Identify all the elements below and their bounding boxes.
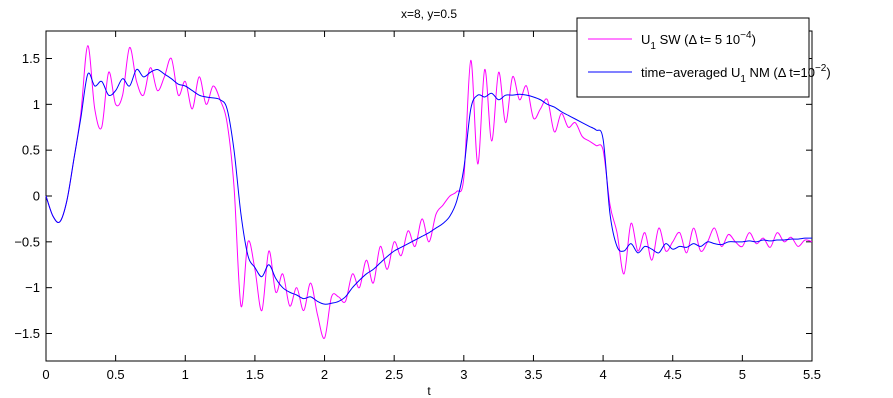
x-tick-label: 2.5 [385, 367, 403, 382]
x-tick-label: 0 [42, 367, 49, 382]
x-tick-label: 3.5 [524, 367, 542, 382]
y-tick-label: −0.5 [14, 234, 40, 249]
legend-label-nm: time−averaged U1 NM (Δ t=10−2) [641, 63, 831, 85]
x-tick-label: 4 [599, 367, 606, 382]
series-line-nm [45, 68, 813, 305]
y-tick-label: 1 [33, 97, 40, 112]
y-tick-label: 0.5 [22, 143, 40, 158]
x-tick-label: 2 [321, 367, 328, 382]
x-tick-label: 1 [182, 367, 189, 382]
y-tick-label: 1.5 [22, 51, 40, 66]
x-axis-label: t [427, 384, 431, 398]
x-tick-label: 5 [739, 367, 746, 382]
x-axis: 0 0.5 1 1.5 2 2.5 3 3.5 4 4.5 5 5.5 [42, 31, 821, 382]
x-tick-label: 5.5 [803, 367, 821, 382]
x-tick-label: 1.5 [246, 367, 264, 382]
y-tick-label: 0 [33, 189, 40, 204]
chart-title: x=8, y=0.5 [401, 7, 457, 21]
x-tick-label: 4.5 [664, 367, 682, 382]
y-tick-label: −1 [25, 280, 40, 295]
legend-label-sw: U1 SW (Δ t= 5 10−4) [641, 30, 756, 52]
series-line-sw [45, 45, 813, 339]
x-tick-label: 0.5 [107, 367, 125, 382]
legend-box [576, 17, 810, 98]
legend: U1 SW (Δ t= 5 10−4) time−averaged U1 NM … [576, 17, 831, 98]
y-axis: −1.5 −1 −0.5 0 0.5 1 1.5 [14, 51, 812, 341]
x-tick-label: 3 [460, 367, 467, 382]
series-layer [45, 45, 813, 339]
y-tick-label: −1.5 [14, 326, 40, 341]
